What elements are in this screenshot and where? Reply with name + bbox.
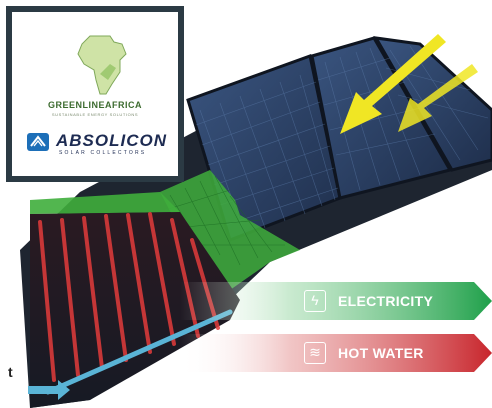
electricity-label: ELECTRICITY <box>338 293 434 309</box>
green-pv-overlay <box>160 170 300 290</box>
hot-water-banner-shape <box>180 334 492 372</box>
africa-map-icon <box>77 35 127 95</box>
absolicon-tagline: SOLAR COLLECTORS <box>59 150 147 156</box>
sun-ray-arrows <box>340 34 478 134</box>
cold-manifold <box>45 309 233 395</box>
lightning-icon: ϟ <box>304 290 326 312</box>
greenline-africa-tagline: SUSTAINABLE ENERGY SOLUTIONS <box>51 112 139 117</box>
hot-water-banner: ≋ HOT WATER <box>298 334 492 372</box>
heat-tube-5 <box>126 213 152 354</box>
heat-tube-4 <box>104 214 128 362</box>
thermal-tubes <box>38 212 220 382</box>
heat-tube-2 <box>60 218 80 377</box>
sun-arrow-2 <box>398 64 478 132</box>
hot-water-label: HOT WATER <box>338 345 424 361</box>
green-strip <box>30 192 180 214</box>
heat-tube-3 <box>82 216 104 370</box>
absolicon-shield-icon <box>27 133 49 151</box>
heat-tube-1 <box>38 220 56 382</box>
cropped-edge-text: t <box>8 364 13 380</box>
thermal-collector <box>30 212 240 408</box>
logo-card: GREENLINEAFRICA SUSTAINABLE ENERGY SOLUT… <box>6 6 184 182</box>
absolicon-wordmark: ABSOLICON <box>56 131 167 150</box>
greenline-africa-wordmark: GREENLINEAFRICA <box>47 100 142 110</box>
electricity-banner-shape <box>180 282 492 320</box>
cold-water-inlet-arrow <box>28 380 70 400</box>
heat-waves-icon: ≋ <box>304 342 326 364</box>
electricity-banner: ϟ ELECTRICITY <box>298 282 492 320</box>
pv-cell-grid <box>195 45 489 236</box>
sun-arrow-1 <box>340 34 446 134</box>
heat-tube-6 <box>148 212 176 346</box>
